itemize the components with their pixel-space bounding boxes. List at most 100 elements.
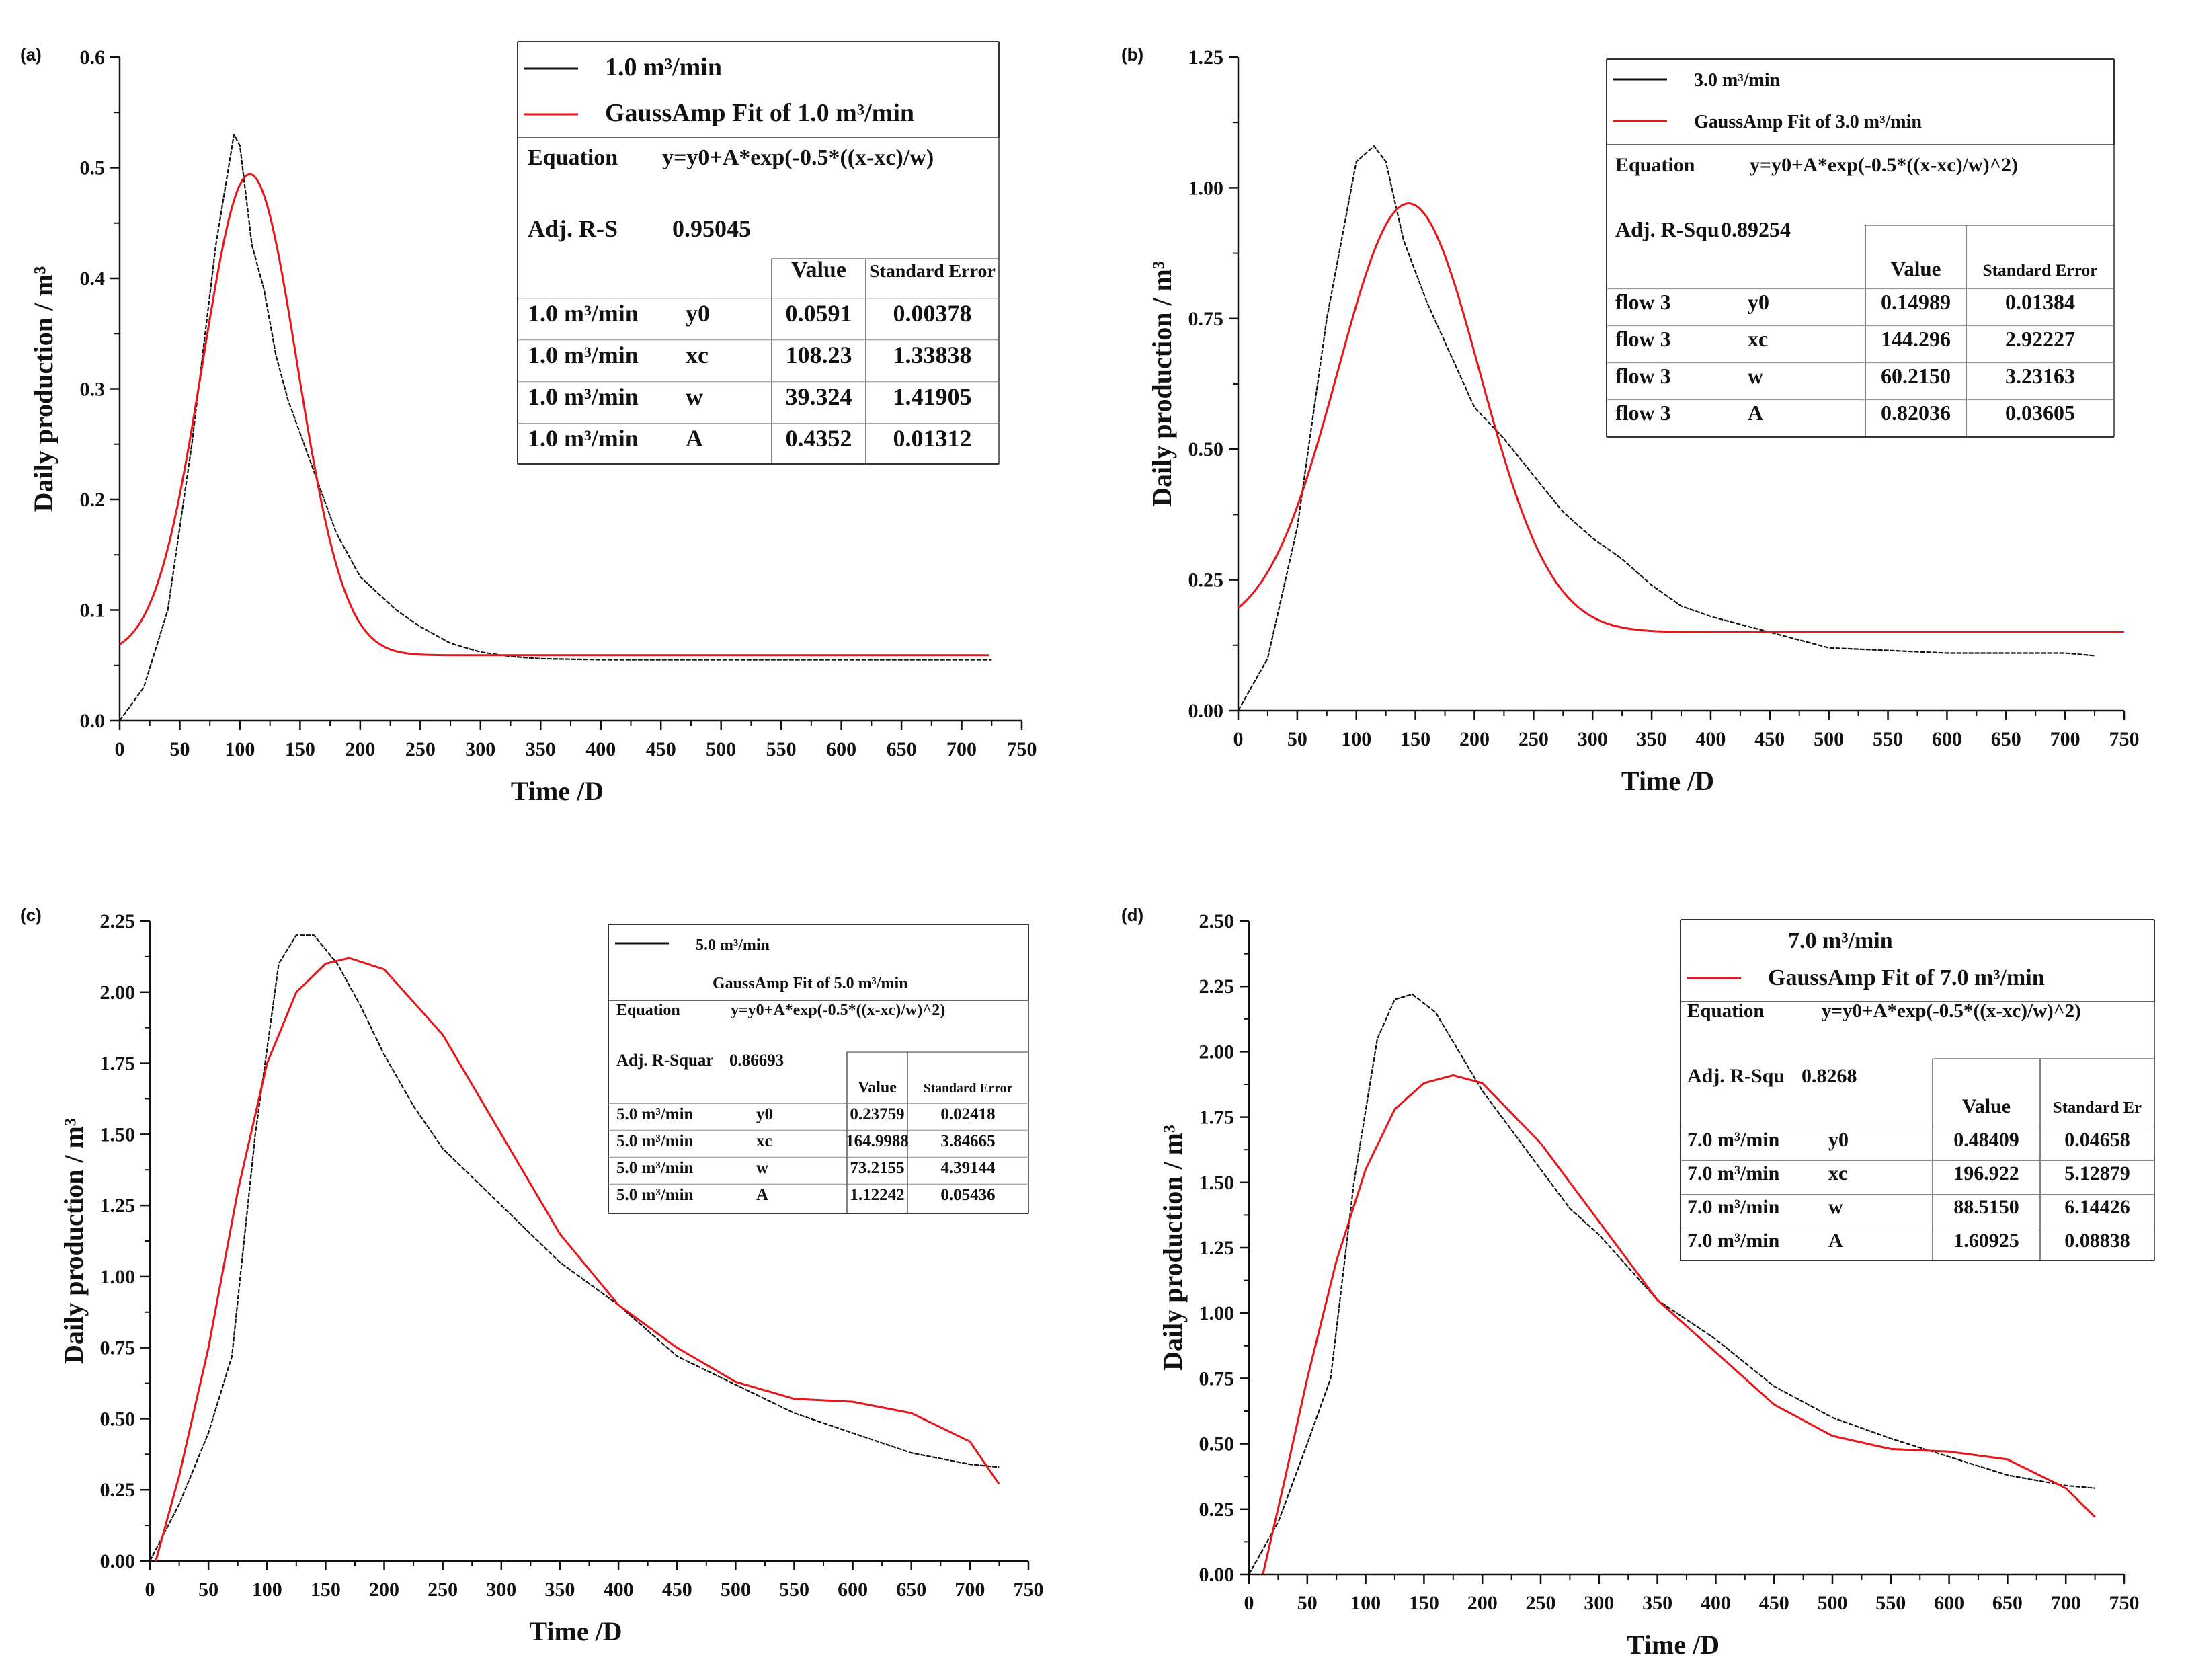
x-tick-label: 50 <box>198 1578 218 1601</box>
row-name: 1.0 m³/min <box>528 383 639 410</box>
row-error: 1.33838 <box>893 342 972 368</box>
x-tick-label: 350 <box>526 738 556 760</box>
x-tick-label: 250 <box>1519 728 1549 750</box>
x-axis-title: Time /D <box>511 776 604 806</box>
y-tick-label: 0.5 <box>80 157 106 179</box>
x-tick-label: 750 <box>1007 738 1037 760</box>
row-param: w <box>1828 1196 1843 1218</box>
row-value: 108.23 <box>786 342 852 368</box>
x-tick-label: 650 <box>1992 1592 2023 1614</box>
x-tick-label: 700 <box>2050 728 2080 750</box>
x-tick-label: 500 <box>706 738 736 760</box>
x-tick-label: 0 <box>1233 728 1244 750</box>
y-tick-label: 0.50 <box>1188 438 1224 461</box>
panel-label: (a) <box>20 44 42 65</box>
x-tick-label: 200 <box>345 738 375 760</box>
row-name: 7.0 m³/min <box>1687 1196 1780 1218</box>
fit-series-line <box>155 957 1000 1562</box>
adj-r-label: Adj. R-Squar <box>616 1051 713 1070</box>
x-axis-title: Time /D <box>1627 1630 1719 1660</box>
x-tick-label: 50 <box>1297 1592 1318 1614</box>
equation-label: Equation <box>1687 1000 1764 1022</box>
row-name: 1.0 m³/min <box>528 342 639 368</box>
x-tick-label: 750 <box>2109 1592 2140 1614</box>
row-name: flow 3 <box>1615 401 1671 425</box>
x-tick-label: 500 <box>1814 728 1844 750</box>
y-tick-label: 1.50 <box>1199 1172 1235 1194</box>
y-tick-label: 0.00 <box>100 1550 136 1572</box>
x-tick-label: 600 <box>838 1578 868 1601</box>
row-name: 1.0 m³/min <box>528 425 639 452</box>
y-tick-label: 1.25 <box>100 1195 136 1217</box>
x-tick-label: 550 <box>1873 728 1903 750</box>
y-tick-label: 0.4 <box>80 268 106 290</box>
row-param: y0 <box>1828 1129 1849 1151</box>
row-name: 7.0 m³/min <box>1687 1230 1780 1252</box>
x-tick-label: 300 <box>486 1578 516 1601</box>
row-error: 6.14426 <box>2064 1196 2130 1218</box>
row-name: 5.0 m³/min <box>616 1186 694 1204</box>
row-error: 4.39144 <box>940 1159 996 1177</box>
y-tick-label: 1.50 <box>100 1123 136 1146</box>
row-param: w <box>1748 364 1763 388</box>
row-error: 0.01312 <box>893 425 972 452</box>
x-tick-label: 150 <box>1400 728 1430 750</box>
x-tick-label: 200 <box>1459 728 1490 750</box>
x-tick-label: 500 <box>1818 1592 1848 1614</box>
x-tick-label: 550 <box>766 738 797 760</box>
y-tick-label: 0.2 <box>80 489 106 511</box>
row-value: 164.9988 <box>846 1132 909 1150</box>
y-tick-label: 0.1 <box>80 600 106 622</box>
legend-fit-label: GaussAmp Fit of 1.0 m³/min <box>605 99 914 127</box>
row-value: 0.14989 <box>1881 290 1951 314</box>
x-axis-title: Time /D <box>1621 766 1714 796</box>
row-value: 39.324 <box>786 383 852 410</box>
y-tick-label: 0.00 <box>1188 700 1224 722</box>
x-tick-label: 600 <box>826 738 856 760</box>
row-error: 0.01384 <box>2005 290 2075 314</box>
legend-fit-label: GaussAmp Fit of 5.0 m³/min <box>713 975 908 992</box>
adj-r-label: Adj. R-Squ <box>1687 1065 1785 1087</box>
row-name: 7.0 m³/min <box>1687 1129 1780 1151</box>
x-tick-label: 150 <box>285 738 315 760</box>
y-tick-label: 2.00 <box>1199 1041 1235 1063</box>
adj-r-label: Adj. R-Squ <box>1615 217 1719 241</box>
legend-data-label: 1.0 m³/min <box>605 53 722 81</box>
row-name: 5.0 m³/min <box>616 1105 694 1123</box>
data-series-line <box>119 134 992 721</box>
row-name: 7.0 m³/min <box>1687 1162 1780 1185</box>
x-tick-label: 650 <box>1991 728 2021 750</box>
col-header-error: Standard Error <box>924 1081 1013 1096</box>
y-tick-label: 1.25 <box>1199 1237 1235 1259</box>
y-tick-label: 0.75 <box>1188 308 1224 330</box>
x-tick-label: 300 <box>1584 1592 1614 1614</box>
x-tick-label: 450 <box>1754 728 1785 750</box>
equation-label: Equation <box>1615 154 1695 176</box>
y-tick-label: 1.25 <box>1188 46 1224 69</box>
row-param: w <box>686 383 703 410</box>
x-tick-label: 400 <box>604 1578 634 1601</box>
equation-text: y=y0+A*exp(-0.5*((x-xc)/w)^2) <box>731 1002 945 1019</box>
y-axis-title: Daily production / m³ <box>58 1118 89 1364</box>
y-tick-label: 0.50 <box>1199 1433 1235 1455</box>
equation-text: y=y0+A*exp(-0.5*((x-xc)/w)^2) <box>1750 154 2018 176</box>
row-value: 0.82036 <box>1881 401 1951 425</box>
x-tick-label: 250 <box>1526 1592 1556 1614</box>
row-name: 5.0 m³/min <box>616 1132 694 1150</box>
adj-r-value: 0.86693 <box>729 1051 784 1070</box>
row-name: flow 3 <box>1615 327 1671 351</box>
row-error: 3.23163 <box>2005 364 2075 388</box>
y-tick-label: 0.75 <box>100 1337 136 1359</box>
row-error: 0.05436 <box>940 1186 995 1204</box>
x-tick-label: 250 <box>405 738 436 760</box>
row-value: 73.2155 <box>850 1159 904 1177</box>
y-tick-label: 1.00 <box>1199 1302 1235 1324</box>
x-tick-label: 100 <box>252 1578 282 1601</box>
y-tick-label: 0.25 <box>1188 569 1224 592</box>
y-axis-title: Daily production / m³ <box>1158 1125 1188 1371</box>
row-name: 1.0 m³/min <box>528 300 639 327</box>
y-tick-label: 0.25 <box>100 1479 136 1501</box>
col-header-value: Value <box>791 257 846 282</box>
panel-label: (b) <box>1121 44 1143 65</box>
row-value: 1.60925 <box>1953 1230 2019 1252</box>
